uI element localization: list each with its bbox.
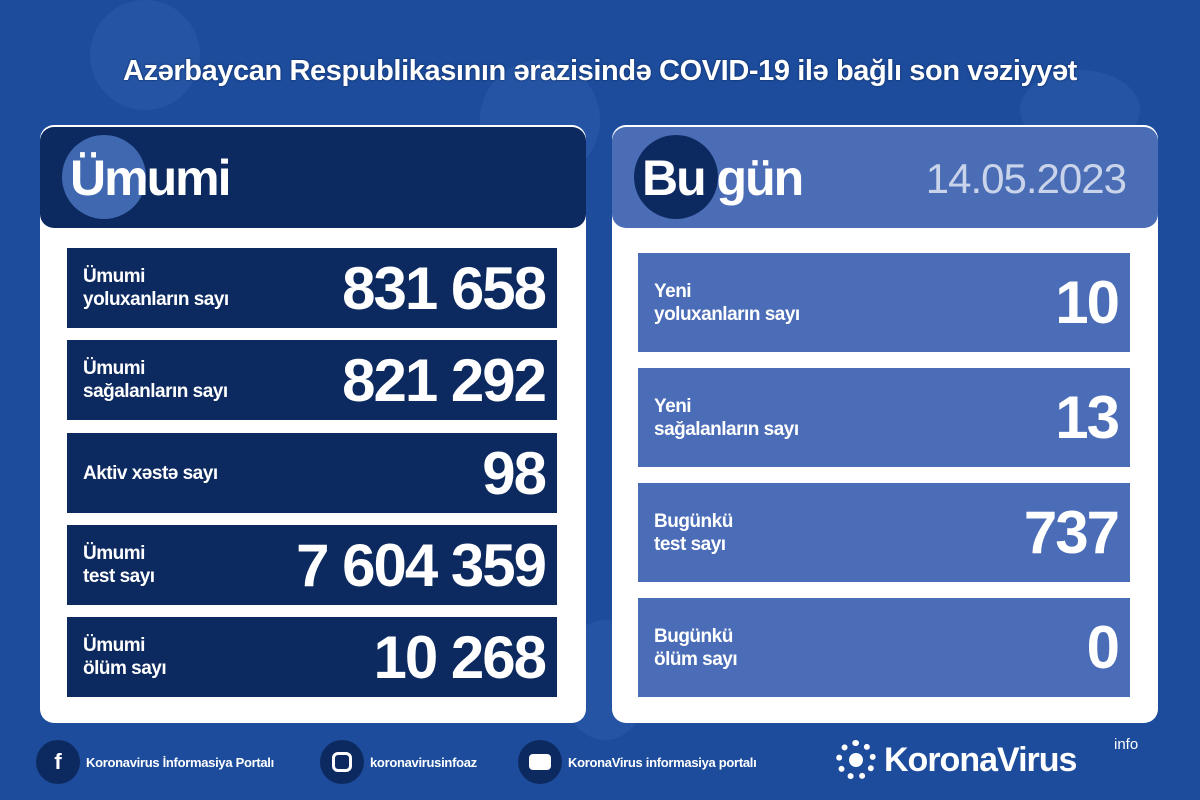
stat-value: 98 [482,439,547,507]
stat-value: 821 292 [342,346,547,414]
stat-row: Aktiv xəstə sayı 98 [67,433,557,513]
total-heading: Ümumi [70,150,231,206]
instagram-label: koronavirusinfoaz [370,754,477,770]
sun-icon [836,740,876,780]
stat-label: Bugünkü ölüm sayı [654,625,738,670]
today-panel: Bu gün 14.05.2023 Yeni yoluxanların sayı 1… [612,125,1158,723]
stat-value: 10 [1055,269,1120,336]
stat-label: Ümumi yoluxanların sayı [83,266,229,310]
youtube-label: KoronaVirus informasiya portalı [568,754,757,770]
facebook-link[interactable]: f Koronavirus İnformasiya Portalı [36,740,274,784]
stat-label: Ümumi ölüm sayı [83,635,167,679]
today-heading: Bu gün [642,150,804,206]
virus-icon [62,135,146,219]
stat-row: Yeni sağalanların sayı 13 [638,368,1130,467]
brand-name: KoronaVirus [884,740,1077,779]
stat-label: Yeni sağalanların sayı [654,395,799,440]
stat-value: 831 658 [342,254,547,322]
stat-row: Ümumi ölüm sayı 10 268 [67,617,557,697]
stat-value: 7 604 359 [296,531,547,599]
stat-label: Aktiv xəstə sayı [83,462,218,484]
facebook-label: Koronavirus İnformasiya Portalı [86,754,274,770]
stat-label: Yeni yoluxanların sayı [654,280,800,325]
stat-value: 0 [1086,614,1120,681]
instagram-link[interactable]: koronavirusinfoaz [320,740,477,784]
instagram-icon [320,740,364,784]
stat-row: Yeni yoluxanların sayı 10 [638,253,1130,352]
stat-row: Bugünkü test sayı 737 [638,483,1130,582]
stat-label: Ümumi sağalanların sayı [83,358,228,402]
stat-value: 737 [1023,499,1120,566]
total-header: Ümumi [40,127,586,228]
youtube-icon [518,740,562,784]
stat-value: 13 [1055,384,1120,451]
stat-row: Ümumi sağalanların sayı 821 292 [67,340,557,420]
stat-row: Ümumi yoluxanların sayı 831 658 [67,248,557,328]
date: 14.05.2023 [925,155,1127,202]
youtube-link[interactable]: KoronaVirus informasiya portalı [518,740,757,784]
today-header: Bu gün 14.05.2023 [612,127,1158,228]
virus-icon [634,135,718,219]
brand-sup: info [1114,736,1139,753]
stat-label: Ümumi test sayı [83,543,155,587]
footer: f Koronavirus İnformasiya Portalı koronav… [0,736,1200,790]
stat-row: Bugünkü ölüm sayı 0 [638,598,1130,697]
facebook-icon: f [36,740,80,784]
page-title: Azərbaycan Respublikasının ərazisində CO… [123,55,1077,87]
virus-decoration [90,0,200,110]
stat-value: 10 268 [373,623,547,691]
stat-row: Ümumi test sayı 7 604 359 [67,525,557,605]
stat-label: Bugünkü test sayı [654,510,733,555]
koronavirus-logo: KoronaVirus info [836,736,1138,780]
total-panel: Ümumi Ümumi yoluxanların sayı 831 658 Ümum… [40,125,586,723]
